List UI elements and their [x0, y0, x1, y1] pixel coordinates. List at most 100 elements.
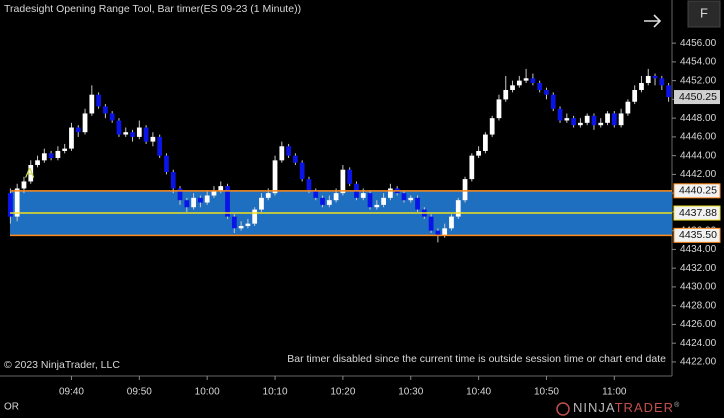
candle-body — [218, 186, 224, 191]
candle-body — [225, 186, 230, 217]
candle-body — [659, 78, 665, 86]
candle-body — [89, 94, 95, 114]
y-tick-label: 4444.00 — [680, 150, 717, 161]
candle-body — [591, 115, 597, 126]
candle-body — [428, 216, 434, 231]
x-tick-label: 09:40 — [59, 387, 84, 398]
candle-body — [462, 179, 468, 201]
candle-body — [347, 169, 353, 184]
candle-body — [401, 193, 407, 201]
logo-suffix: TRADER — [615, 400, 674, 415]
y-tick-label: 4428.00 — [680, 300, 717, 311]
candle-body — [374, 204, 380, 208]
candle-body — [469, 155, 475, 180]
chart-title: Tradesight Opening Range Tool, Bar timer… — [4, 3, 301, 15]
candle-body — [306, 179, 312, 191]
candle-body — [455, 200, 461, 217]
candle-body — [143, 127, 149, 142]
candle-body — [605, 113, 610, 123]
candle-body — [557, 108, 563, 121]
candle-body — [48, 153, 54, 158]
y-tick-label: 4448.00 — [680, 113, 717, 124]
price-marker-label: 4440.25 — [679, 185, 717, 197]
candle-body — [231, 216, 237, 229]
candle-body — [8, 193, 13, 217]
candle-body — [381, 197, 386, 205]
candle-body — [82, 113, 88, 133]
arrow-icon[interactable] — [644, 14, 662, 28]
last-price-box — [674, 90, 720, 105]
candle-body — [69, 127, 74, 149]
logo-mark: ® — [674, 401, 680, 409]
candle-body — [259, 197, 264, 210]
candle-body — [28, 165, 34, 182]
candle-body — [198, 197, 203, 203]
candle-body — [204, 195, 210, 203]
price-marker-label: 4437.88 — [679, 207, 717, 219]
candle-body — [523, 78, 529, 81]
candle-body — [320, 197, 325, 205]
candle-body — [299, 162, 305, 180]
price-marker-box — [673, 227, 721, 243]
candle-body — [177, 188, 183, 201]
candle-body — [116, 120, 122, 135]
candle-body — [537, 82, 543, 91]
candle-body — [170, 172, 176, 189]
logo-icon — [556, 402, 570, 416]
candle-body — [109, 113, 115, 121]
candle-body — [41, 153, 47, 161]
price-marker-box — [673, 183, 721, 199]
tab-label[interactable]: OR — [4, 402, 19, 413]
candle-body — [279, 146, 285, 161]
candle-body — [211, 190, 217, 196]
x-tick-label: 10:00 — [195, 387, 220, 398]
y-tick-label: 4446.00 — [680, 132, 717, 143]
x-tick-label: 10:20 — [330, 387, 355, 398]
candle-body — [503, 90, 509, 100]
candle-body — [415, 197, 420, 210]
candle-body — [333, 193, 339, 201]
candle-body — [313, 190, 319, 198]
candle-body — [55, 150, 61, 158]
candle-body — [564, 118, 570, 121]
candle-body — [584, 115, 590, 123]
candle-body — [578, 122, 583, 126]
annotation: A — [25, 165, 35, 181]
x-tick-label: 10:40 — [466, 387, 491, 398]
x-tick-label: 10:30 — [398, 387, 423, 398]
bar-timer-notice: Bar timer disabled since the current tim… — [287, 353, 666, 365]
candle-body — [272, 160, 278, 194]
candle-body — [157, 136, 163, 156]
plot-area: A — [8, 68, 672, 243]
candle-body — [625, 101, 631, 114]
candle-body — [388, 188, 393, 198]
candle-body — [286, 146, 291, 156]
candle-body — [544, 90, 549, 95]
candle-body — [489, 118, 495, 135]
x-tick-label: 11:00 — [602, 387, 627, 398]
copyright: © 2023 NinjaTrader, LLC — [4, 359, 120, 371]
x-tick-label: 10:10 — [263, 387, 288, 398]
candle-body — [496, 99, 502, 119]
candle-body — [530, 78, 536, 83]
candle-body — [639, 82, 644, 91]
candle-body — [435, 230, 441, 236]
y-tick-label: 4430.00 — [680, 282, 717, 293]
y-tick-label: 4454.00 — [680, 57, 717, 68]
candle-body — [340, 169, 346, 194]
logo: NINJATRADER® — [573, 400, 680, 415]
candle-body — [252, 209, 258, 224]
price-marker-label: 4435.50 — [679, 229, 717, 241]
candle-body — [618, 113, 624, 126]
candle-body — [14, 188, 20, 217]
last-price-label: 4450.25 — [679, 91, 717, 103]
f-button-label[interactable]: F — [700, 5, 708, 20]
y-tick-label: 4434.00 — [680, 244, 717, 255]
y-tick-label: 4452.00 — [680, 75, 717, 86]
y-tick-label: 4456.00 — [680, 38, 717, 49]
f-button[interactable] — [687, 0, 721, 28]
candle-body — [326, 200, 332, 205]
candle-body — [62, 148, 68, 151]
candle-body — [550, 94, 556, 109]
